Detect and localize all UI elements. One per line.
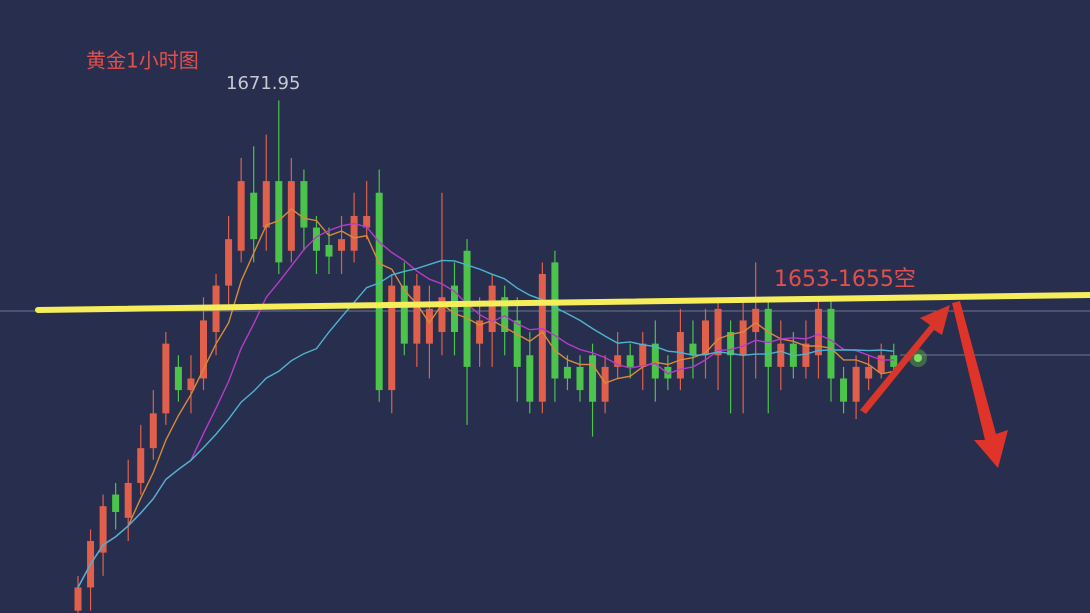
candle-body (350, 215, 358, 251)
candle-body (99, 506, 107, 553)
candle-body (589, 355, 597, 402)
candle-body (388, 285, 396, 391)
candle-body (463, 250, 471, 367)
candle-body (689, 343, 697, 356)
candle-body (149, 413, 157, 449)
candle-body (363, 215, 371, 228)
candle-body (739, 320, 747, 356)
candle-body (877, 355, 885, 373)
candle-body (438, 297, 446, 333)
candle-body (890, 355, 898, 367)
candle-body (827, 308, 835, 379)
candle-body (551, 262, 559, 379)
current-dot (914, 354, 922, 362)
candle-body (865, 366, 873, 379)
candle-body (237, 181, 245, 251)
candle-body (300, 181, 308, 228)
candle-body (714, 308, 722, 356)
candle-body (777, 343, 785, 367)
candle-body (162, 343, 170, 414)
candle-body (526, 355, 534, 402)
candle-body (275, 181, 283, 263)
candle-body (501, 297, 509, 333)
resistance-line (35, 292, 1090, 313)
candle-body (287, 181, 295, 251)
candle-body (262, 181, 270, 228)
candle-body (601, 366, 609, 402)
candle-body (250, 192, 258, 240)
candle-body (840, 378, 848, 402)
candle-body (664, 366, 672, 379)
candle-body (375, 192, 383, 391)
candle-body (702, 320, 709, 356)
ma-line (77, 259, 894, 588)
candle-body (137, 448, 145, 483)
candle-body (513, 320, 521, 367)
candle-body (425, 308, 433, 344)
candle-body (451, 285, 458, 333)
candle-body (225, 239, 233, 286)
candle-body (400, 285, 408, 344)
candle-body (74, 587, 82, 611)
candle-body (802, 343, 810, 367)
candle-body (338, 239, 346, 251)
candle-body (312, 227, 320, 251)
ma-line (77, 222, 894, 588)
candle-body (764, 308, 772, 367)
candle-body (814, 308, 822, 356)
candle-body (538, 273, 546, 402)
chart-title: 黄金1小时图 (86, 49, 199, 73)
candle-body (413, 285, 421, 344)
candle-body (614, 355, 622, 367)
candle-body (476, 320, 484, 344)
ma-line (77, 208, 894, 588)
candle-body (727, 332, 735, 356)
target-label: 1653-1655空 (774, 267, 916, 292)
down-arrow (952, 301, 1008, 468)
candle-body (651, 343, 659, 379)
moving-averages (77, 208, 894, 588)
candle-body (639, 343, 647, 367)
candle-body (112, 494, 120, 512)
candle-body (187, 378, 195, 391)
candle-body (200, 320, 207, 379)
candle-body (852, 366, 860, 402)
candle-body (676, 332, 684, 379)
candle-body (488, 285, 496, 333)
candles (74, 100, 898, 613)
candle-body (626, 355, 634, 367)
candle-body (563, 366, 571, 379)
candle-body (752, 308, 760, 333)
up-arrow (860, 305, 950, 414)
high-label: 1671.95 (226, 73, 300, 94)
candle-body (576, 366, 584, 391)
candle-body (325, 244, 333, 257)
candle-body (174, 366, 182, 391)
candle-body (124, 482, 132, 518)
